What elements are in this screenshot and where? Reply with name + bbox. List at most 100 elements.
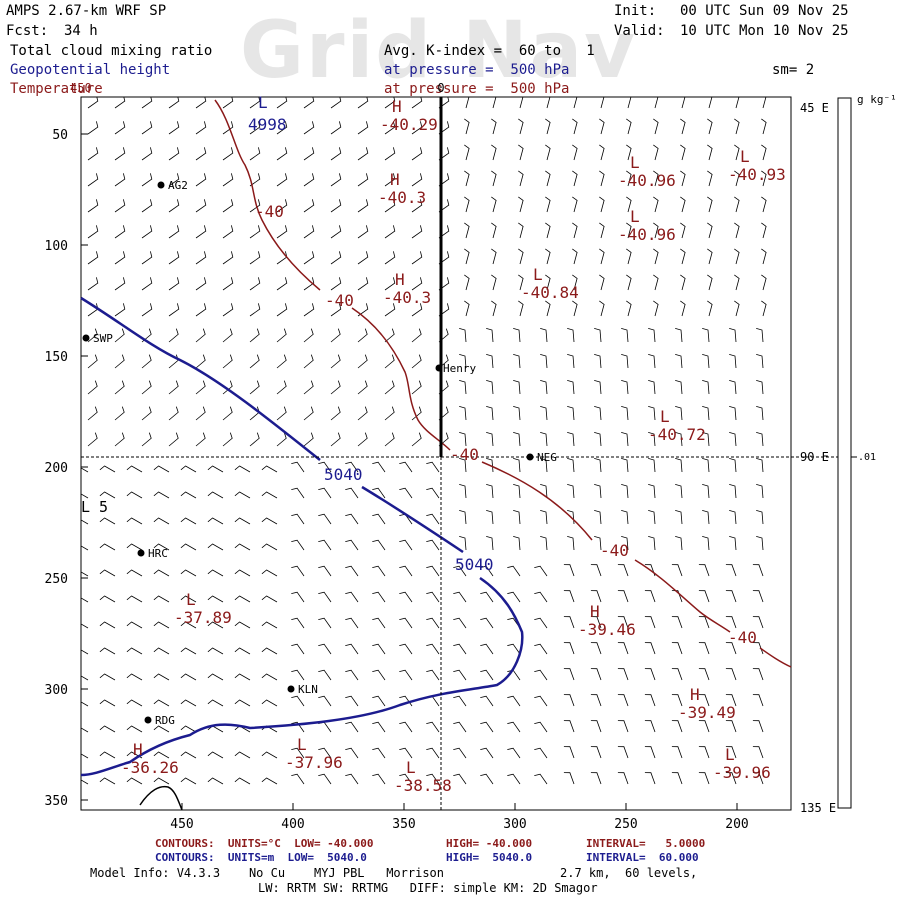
wind-barb <box>756 354 764 369</box>
left-tick-label: 450 <box>70 81 92 95</box>
wind-barb <box>318 721 332 733</box>
wind-barb <box>357 251 369 265</box>
wind-barb <box>384 147 396 161</box>
wind-barb <box>702 328 710 343</box>
wind-barb <box>453 773 467 785</box>
wind-barb <box>195 121 207 135</box>
wind-barb <box>671 720 683 733</box>
wind-barb <box>180 491 197 499</box>
wind-barb <box>99 543 116 551</box>
wind-barb <box>594 328 602 343</box>
wind-barb <box>276 380 287 395</box>
wind-barb <box>357 406 368 421</box>
wind-barb <box>291 747 305 759</box>
extremum-value: -39.49 <box>678 703 736 722</box>
wind-barb <box>590 694 602 707</box>
right-label-90e: 90 E <box>800 450 829 464</box>
wind-barb <box>590 616 602 629</box>
wind-barb <box>411 354 422 369</box>
wind-barb <box>345 747 359 759</box>
wind-barb <box>81 519 89 525</box>
wind-barb <box>357 354 368 369</box>
wind-barb <box>234 465 251 473</box>
wind-barb <box>644 590 656 603</box>
wind-barb <box>459 458 467 473</box>
wind-barb <box>648 484 656 499</box>
wind-barb <box>698 616 710 629</box>
wind-barb <box>411 328 422 343</box>
wind-barb <box>81 779 89 785</box>
wind-barb <box>594 354 602 369</box>
wind-barb <box>617 564 629 577</box>
wind-barb <box>702 510 710 525</box>
extremum-type: L <box>630 153 640 172</box>
wind-barb <box>372 487 386 499</box>
wind-barb <box>411 380 422 395</box>
wind-barb <box>399 747 413 759</box>
wind-barb <box>729 458 737 473</box>
wind-barb <box>276 251 288 265</box>
wind-barb <box>330 251 342 265</box>
wind-barb <box>486 536 494 551</box>
wind-barb <box>234 699 251 707</box>
extremum-type: L <box>740 147 750 166</box>
wind-barb <box>563 694 575 707</box>
wind-barb <box>507 747 521 759</box>
wind-barb <box>87 406 98 421</box>
wind-barb <box>168 251 180 265</box>
wind-barb <box>698 746 710 759</box>
wind-barb <box>168 199 180 213</box>
wind-barb <box>291 513 305 525</box>
wind-barb <box>486 354 494 369</box>
wind-barb <box>141 406 152 421</box>
wind-barb <box>507 643 521 655</box>
wind-barb <box>399 539 413 551</box>
wind-barb <box>114 147 126 161</box>
wind-barb <box>141 199 153 213</box>
right-label-45e: 45 E <box>800 101 829 115</box>
wind-barb <box>567 458 575 473</box>
wind-barb <box>276 225 288 239</box>
wind-barb <box>426 617 440 629</box>
extremum-value: -40.96 <box>618 225 676 244</box>
forecast-value: 34 h <box>64 23 98 39</box>
wind-barb <box>644 642 656 655</box>
footer-resolution: 2.7 km, 60 levels, <box>560 866 698 880</box>
wind-barb <box>594 536 602 551</box>
wind-barb <box>752 642 764 655</box>
wind-barb <box>291 461 305 473</box>
wind-barb <box>330 173 342 187</box>
wind-barb <box>180 673 197 681</box>
colorbar-units: g kg⁻¹ <box>857 93 897 106</box>
plot-frame <box>80 96 792 811</box>
wind-barb <box>680 274 686 291</box>
station-dot-ag2 <box>157 181 165 189</box>
wind-barb <box>540 536 548 551</box>
wind-barb <box>752 616 764 629</box>
wind-barb <box>426 539 440 551</box>
wind-barb <box>207 673 224 681</box>
wind-barb <box>384 303 396 317</box>
wind-barb <box>756 380 764 395</box>
wind-barb <box>621 380 629 395</box>
wind-barb <box>626 196 632 213</box>
wind-barb <box>153 543 170 551</box>
wind-barb <box>534 721 548 733</box>
wind-barb <box>426 487 440 499</box>
wind-barb <box>545 118 551 135</box>
wind-barb <box>573 97 578 109</box>
wind-barb <box>372 565 386 577</box>
wind-barb <box>464 222 470 239</box>
wind-barb <box>345 643 359 655</box>
wind-barb <box>626 274 632 291</box>
wind-barb <box>734 274 740 291</box>
wind-barb <box>680 144 686 161</box>
wind-barb <box>411 121 423 135</box>
wind-barb <box>372 513 386 525</box>
wind-barb <box>729 354 737 369</box>
wind-barb <box>725 616 737 629</box>
wind-barb <box>702 458 710 473</box>
extremum-type: L <box>660 407 670 426</box>
wind-barb <box>195 406 206 421</box>
